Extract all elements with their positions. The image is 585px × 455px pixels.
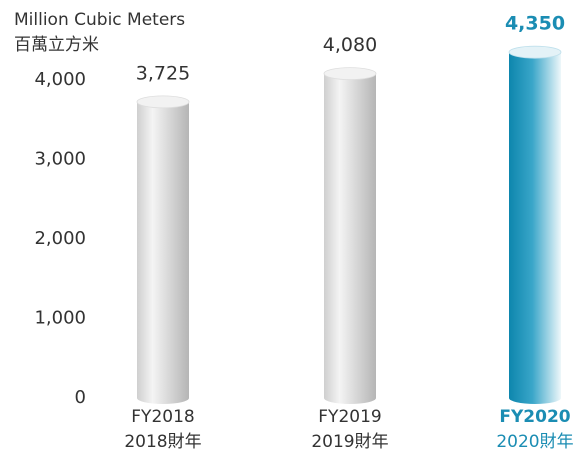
x-tick-label: FY2019 xyxy=(318,407,381,427)
x-tick-label: 2020財年 xyxy=(496,432,573,452)
y-axis-title: 百萬立方米 xyxy=(14,35,99,55)
value-label: 4,350 xyxy=(505,13,565,35)
bar xyxy=(324,73,376,404)
y-tick-label: 2,000 xyxy=(34,228,86,249)
x-tick-label: FY2020 xyxy=(499,407,570,427)
x-tick-label: FY2018 xyxy=(131,407,194,427)
bar-top xyxy=(323,67,377,81)
value-label: 3,725 xyxy=(136,62,190,84)
y-axis-title: Million Cubic Meters xyxy=(14,10,185,30)
x-tick-label: 2018財年 xyxy=(124,432,201,452)
y-tick-label: 1,000 xyxy=(34,308,86,329)
value-label: 4,080 xyxy=(323,34,377,56)
y-tick-label: 0 xyxy=(75,387,86,408)
y-tick-label: 3,000 xyxy=(34,149,86,170)
bar-top xyxy=(508,45,562,59)
bar-top xyxy=(136,95,190,109)
bar xyxy=(509,52,561,405)
y-tick-label: 4,000 xyxy=(34,69,86,90)
bar xyxy=(137,101,189,405)
x-tick-label: 2019財年 xyxy=(311,432,388,452)
